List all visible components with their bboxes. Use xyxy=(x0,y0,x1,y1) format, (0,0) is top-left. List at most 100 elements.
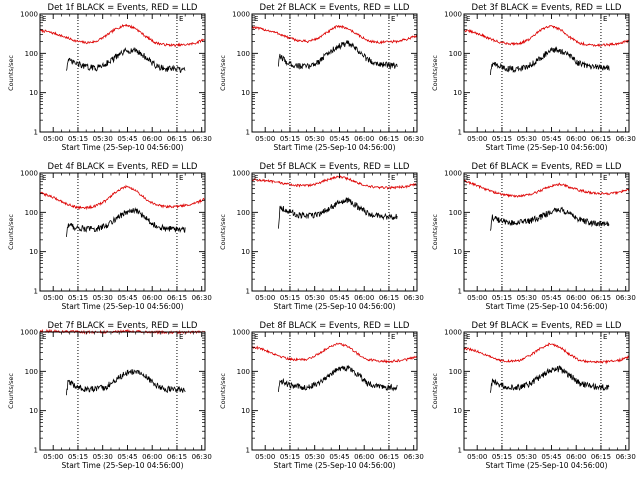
x-tick-label: 06:15 xyxy=(591,453,611,461)
x-tick-label: 06:15 xyxy=(379,294,399,302)
plot-frame xyxy=(463,13,630,133)
x-tick-label: 05:30 xyxy=(517,294,537,302)
y-tick-label: 10 xyxy=(29,407,38,415)
marker-label: E xyxy=(179,333,183,341)
marker-label: E xyxy=(466,333,470,341)
y-tick-label: 1 xyxy=(34,288,38,296)
x-tick-label: 05:45 xyxy=(117,453,137,461)
y-tick-label: 100 xyxy=(25,209,38,217)
y-tick-label: 1000 xyxy=(20,11,38,19)
x-tick-label: 05:00 xyxy=(43,135,63,143)
panel-title: Det 5f BLACK = Events, RED = LLD xyxy=(260,162,410,172)
events-series-line xyxy=(66,47,186,74)
x-tick-label: 05:30 xyxy=(93,294,113,302)
x-tick-label: 06:15 xyxy=(379,453,399,461)
y-tick-label: 1000 xyxy=(444,170,462,178)
y-tick-label: 1 xyxy=(246,447,250,455)
panel-title: Det 9f BLACK = Events, RED = LLD xyxy=(472,321,622,331)
x-axis-label: Start Time (25-Sep-10 04:56:00) xyxy=(486,143,608,152)
x-tick-label: 06:15 xyxy=(379,135,399,143)
panel-title: Det 6f BLACK = Events, RED = LLD xyxy=(472,162,622,172)
y-tick-label: 100 xyxy=(449,50,462,58)
y-tick-label: 1 xyxy=(34,129,38,137)
x-tick-label: 05:00 xyxy=(467,135,487,143)
y-axis-label: Counts/sec xyxy=(219,373,227,409)
events-series-line xyxy=(278,364,398,392)
x-tick-label: 06:15 xyxy=(167,453,187,461)
y-tick-label: 100 xyxy=(25,368,38,376)
lld-series-line xyxy=(464,342,629,365)
x-tick-label: 05:00 xyxy=(43,294,63,302)
marker-label: E xyxy=(466,15,470,23)
lld-series-line xyxy=(40,23,205,48)
x-tick-label: 05:30 xyxy=(305,135,325,143)
panel-title: Det 2f BLACK = Events, RED = LLD xyxy=(260,3,410,13)
y-tick-label: 1000 xyxy=(20,170,38,178)
x-tick-label: 05:15 xyxy=(280,294,300,302)
y-tick-label: 1000 xyxy=(20,329,38,337)
plot-frame xyxy=(39,13,206,133)
x-tick-label: 06:15 xyxy=(591,135,611,143)
x-axis-label: Start Time (25-Sep-10 04:56:00) xyxy=(486,461,608,470)
x-tick-label: 06:15 xyxy=(591,294,611,302)
x-tick-label: 05:15 xyxy=(68,453,88,461)
marker-label: E xyxy=(42,174,46,182)
x-tick-label: 06:00 xyxy=(566,453,586,461)
marker-label: E xyxy=(466,174,470,182)
y-tick-label: 10 xyxy=(29,248,38,256)
x-tick-label: 05:45 xyxy=(117,135,137,143)
x-tick-label: 06:15 xyxy=(167,294,187,302)
x-tick-label: 05:00 xyxy=(255,135,275,143)
x-axis-label: Start Time (25-Sep-10 04:56:00) xyxy=(62,143,184,152)
lld-series-line xyxy=(464,179,629,198)
x-tick-label: 05:30 xyxy=(305,453,325,461)
y-tick-label: 100 xyxy=(449,209,462,217)
plot-frame xyxy=(251,172,418,292)
x-tick-label: 06:30 xyxy=(192,294,212,302)
x-tick-label: 06:00 xyxy=(354,294,374,302)
panel-title: Det 1f BLACK = Events, RED = LLD xyxy=(48,3,198,13)
x-tick-label: 05:30 xyxy=(517,453,537,461)
x-axis-label: Start Time (25-Sep-10 04:56:00) xyxy=(486,302,608,311)
events-series-line xyxy=(66,206,186,237)
marker-label: E xyxy=(391,333,395,341)
x-tick-label: 06:00 xyxy=(142,453,162,461)
plot-frame xyxy=(251,331,418,451)
x-tick-label: 06:30 xyxy=(404,453,424,461)
x-tick-label: 06:00 xyxy=(354,453,374,461)
x-tick-label: 06:30 xyxy=(616,294,636,302)
y-tick-label: 10 xyxy=(241,248,250,256)
y-tick-label: 1 xyxy=(246,288,250,296)
x-tick-label: 05:15 xyxy=(492,294,512,302)
x-tick-label: 06:30 xyxy=(192,135,212,143)
x-tick-label: 05:15 xyxy=(280,453,300,461)
marker-label: E xyxy=(254,174,258,182)
x-tick-label: 06:30 xyxy=(616,453,636,461)
events-series-line xyxy=(278,197,398,229)
y-tick-label: 1 xyxy=(458,288,462,296)
marker-label: E xyxy=(391,174,395,182)
x-tick-label: 06:15 xyxy=(167,135,187,143)
y-axis-label: Counts/sec xyxy=(219,214,227,250)
y-tick-label: 1 xyxy=(458,129,462,137)
x-tick-label: 06:00 xyxy=(354,135,374,143)
y-tick-label: 10 xyxy=(241,407,250,415)
x-tick-label: 05:45 xyxy=(329,135,349,143)
y-tick-label: 100 xyxy=(237,368,250,376)
y-tick-label: 1000 xyxy=(444,11,462,19)
marker-label: E xyxy=(179,174,183,182)
x-tick-label: 05:00 xyxy=(467,294,487,302)
marker-label: E xyxy=(603,333,607,341)
y-tick-label: 10 xyxy=(241,89,250,97)
x-axis-label: Start Time (25-Sep-10 04:56:00) xyxy=(62,302,184,311)
x-tick-label: 05:15 xyxy=(68,294,88,302)
lld-series-line xyxy=(252,342,417,364)
x-tick-label: 05:30 xyxy=(517,135,537,143)
lld-series-line xyxy=(252,175,417,190)
marker-label: E xyxy=(179,15,183,23)
plot-frame xyxy=(463,331,630,451)
x-tick-label: 05:00 xyxy=(255,453,275,461)
